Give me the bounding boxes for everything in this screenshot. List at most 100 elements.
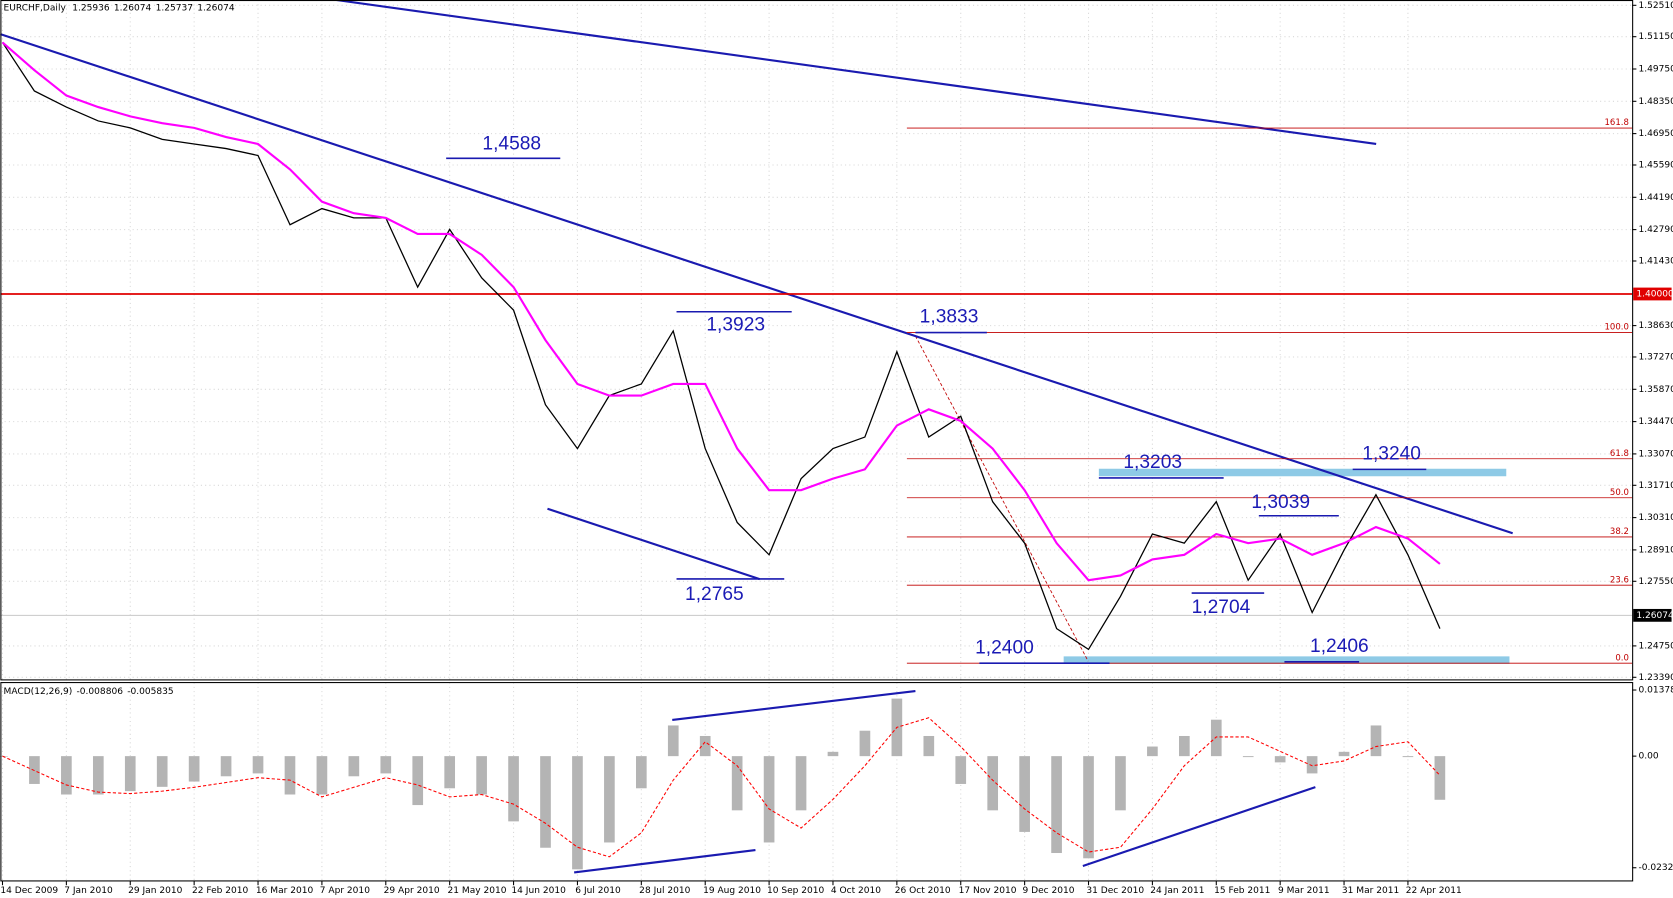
y-tick-label: 1.24750: [1639, 641, 1673, 651]
x-tick-label: 9 Mar 2011: [1278, 886, 1330, 896]
macd-bar: [731, 756, 743, 811]
marks: 161.8 100.0 61.8 50.0 38.2 23.6 0.0: [0, 41, 1633, 870]
macd-bar: [1306, 756, 1318, 774]
annotation-label: 1,2400: [975, 637, 1034, 658]
x-tick-label: 28 Jul 2010: [639, 886, 690, 896]
x-tick-label: 4 Oct 2010: [831, 886, 881, 896]
fib-diagonal: [915, 335, 1089, 662]
macd-bar: [604, 756, 615, 843]
macd-bar: [61, 756, 72, 795]
x-tick-label: 19 Aug 2010: [703, 886, 761, 896]
macd-bar: [508, 756, 519, 822]
macd-bar: [859, 730, 871, 757]
x-tick-label: 17 Nov 2010: [959, 886, 1017, 896]
high: 1.26074: [114, 3, 152, 13]
x-tick-label: 7 Apr 2010: [320, 886, 370, 896]
y-tick-label: 1.49750: [1639, 64, 1673, 74]
macd-bar: [316, 756, 328, 795]
annotation-label: 1,3240: [1362, 444, 1421, 465]
y-tick-label: 0.013786: [1639, 686, 1673, 696]
y-tick-label: 1.46950: [1639, 129, 1673, 139]
fib-label: 50.0: [1610, 488, 1629, 498]
y-tick-label: 1.37270: [1639, 352, 1673, 362]
macd-value: -0.008806: [77, 687, 124, 697]
x-tick-label: 29 Jan 2010: [128, 886, 182, 896]
x-tick-label: 29 Apr 2010: [384, 886, 440, 896]
macd-bar: [252, 756, 264, 774]
macd-bar: [1274, 756, 1286, 763]
fib-label: 161.8: [1605, 118, 1629, 128]
macd-bar: [1338, 751, 1350, 757]
last-price-label: 1.26074: [1636, 611, 1673, 621]
divergence-line: [1082, 786, 1316, 868]
y-tick-label: 1.52510: [1639, 1, 1673, 11]
trendline: [547, 507, 761, 581]
y-tick-label: 1.51150: [1639, 32, 1673, 42]
signal-value: -0.005835: [127, 687, 173, 697]
y-tick-label: 1.45590: [1639, 160, 1673, 170]
fib-label: 61.8: [1610, 449, 1629, 459]
x-tick-label: 15 Feb 2011: [1214, 886, 1270, 896]
x-tick-label: 26 Oct 2010: [895, 886, 951, 896]
macd-bar: [220, 756, 232, 777]
y-tick-label: 1.38630: [1639, 321, 1673, 331]
y-tick-label: 1.41430: [1639, 256, 1673, 266]
macd-bar: [284, 756, 296, 795]
x-tick-label: 16 Mar 2010: [256, 886, 314, 896]
x-tick-label: 14 Dec 2009: [0, 886, 58, 896]
macd-bar: [635, 756, 647, 789]
macd-bar: [412, 756, 424, 806]
y-tick-label: 1.35870: [1639, 385, 1673, 395]
y-tick-label: 1.31710: [1639, 481, 1673, 491]
macd-bar: [1434, 756, 1446, 800]
macd-bar: [1115, 756, 1126, 811]
annotation-label: 1,2704: [1192, 597, 1251, 618]
y-tick-label: 1.30310: [1639, 513, 1673, 523]
macd-bar: [124, 756, 136, 792]
divergence-line: [574, 848, 756, 874]
macd-bar: [540, 756, 551, 848]
macd-bar: [380, 756, 392, 774]
y-tick-label: -0.02327: [1639, 863, 1673, 873]
macd-bar: [156, 756, 168, 787]
moving-average: [1, 41, 1441, 582]
annotation-label: 1,3923: [706, 315, 765, 336]
trendline: [336, 0, 1377, 146]
annotation-label: 1,2406: [1310, 636, 1369, 657]
macd-bar: [444, 756, 456, 789]
macd-bar: [1242, 756, 1254, 758]
x-tick-label: 22 Apr 2011: [1406, 886, 1462, 896]
last-price-box: [1633, 608, 1672, 622]
chart-header: EURCHF,Daily 1.25936 1.26074 1.25737 1.26074: [4, 3, 235, 13]
level-label: 1.40000: [1636, 289, 1673, 299]
fib-label: 23.6: [1610, 575, 1629, 585]
fib-label: 38.2: [1610, 527, 1629, 537]
close: 1.26074: [197, 3, 235, 13]
fib-label: 0.0: [1615, 653, 1629, 663]
fib-label: 100.0: [1605, 323, 1629, 333]
macd-bar: [1179, 735, 1190, 757]
macd-bar: [987, 756, 999, 811]
divergence-line: [672, 690, 916, 721]
macd-bar: [1051, 756, 1062, 854]
level-box: [1633, 287, 1672, 301]
y-tick-label: 1.27550: [1639, 577, 1673, 587]
macd-bar: [92, 756, 104, 795]
x-tick-label: 24 Jan 2011: [1150, 886, 1204, 896]
macd-bar: [476, 756, 487, 795]
macd-bar: [1083, 756, 1094, 859]
macd-bar: [827, 751, 839, 757]
x-tick-label: 31 Mar 2011: [1342, 886, 1399, 896]
signal-line: [2, 717, 1441, 858]
trendline: [0, 33, 1514, 535]
x-tick-label: 6 Jul 2010: [575, 886, 621, 896]
y-tick-label: 1.48350: [1639, 97, 1673, 107]
macd-bar: [1402, 756, 1414, 758]
macd-bar: [348, 756, 360, 777]
y-tick-label: 1.42790: [1639, 225, 1673, 235]
x-tick-label: 21 May 2010: [448, 886, 507, 896]
macd-bar: [1210, 719, 1222, 757]
macd-panel-frame: [0, 682, 1634, 882]
macd-header: MACD(12,26,9) -0.008806 -0.005835: [4, 687, 174, 697]
